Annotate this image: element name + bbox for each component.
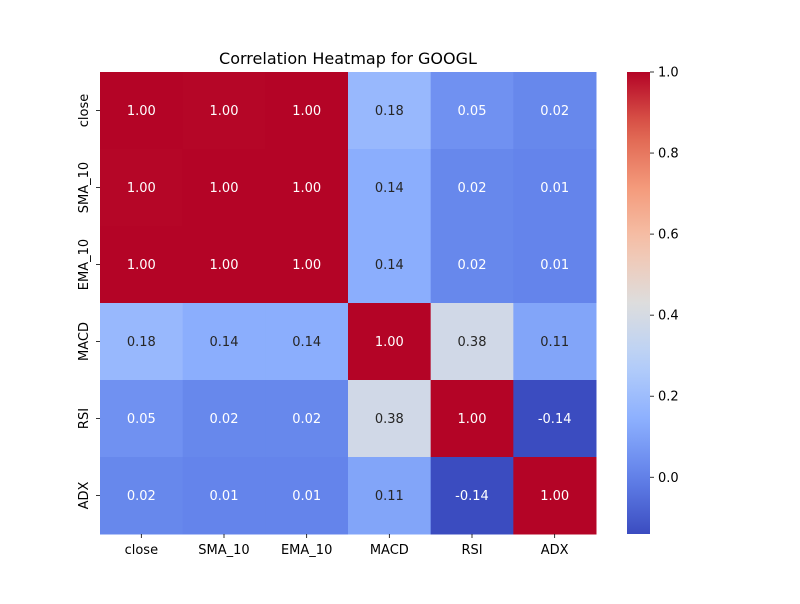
y-tick-label: RSI — [77, 408, 92, 429]
cell-value-label: 1.00 — [458, 412, 487, 427]
heatmap-cell — [182, 380, 266, 458]
cell-value-label: 0.01 — [540, 181, 569, 196]
heatmap-cell — [430, 303, 514, 381]
colorbar-tick-label: 0.2 — [658, 390, 679, 405]
cell-value-label: 1.00 — [210, 181, 239, 196]
heatmap-cell — [348, 226, 432, 304]
y-axis-ticks: close SMA_10 EMA_10 MACD RSI ADX — [77, 94, 100, 510]
heatmap-cell — [100, 72, 184, 150]
cell-value-label: 0.01 — [210, 489, 239, 504]
cell-value-label: 0.01 — [540, 258, 569, 273]
heatmap-cell — [100, 457, 184, 535]
y-tick-label: MACD — [77, 322, 92, 361]
heatmap-cell — [430, 149, 514, 227]
cell-value-label: 1.00 — [210, 104, 239, 119]
colorbar-tick-label: 1.0 — [658, 66, 679, 81]
heatmap-cell — [265, 380, 349, 458]
cell-value-label: 0.02 — [210, 412, 239, 427]
heatmap-cell — [513, 457, 597, 535]
heatmap-cell — [430, 226, 514, 304]
heatmap-cell — [348, 149, 432, 227]
x-tick-label: EMA_10 — [281, 543, 332, 558]
x-tick-label: MACD — [370, 543, 409, 558]
x-tick-label: SMA_10 — [198, 543, 249, 558]
heatmap-cell — [430, 380, 514, 458]
cell-value-label: 1.00 — [375, 335, 404, 350]
colorbar-tick-label: 0.4 — [658, 309, 679, 324]
heatmap-cell — [182, 457, 266, 535]
cell-value-label: 0.18 — [375, 104, 404, 119]
y-tick-label: ADX — [77, 482, 92, 510]
cell-value-label: -0.14 — [455, 489, 489, 504]
cell-value-label: 1.00 — [540, 489, 569, 504]
cell-value-label: 0.18 — [127, 335, 156, 350]
cell-value-label: 1.00 — [127, 104, 156, 119]
heatmap-cell — [100, 303, 184, 381]
cell-value-label: 0.02 — [458, 258, 487, 273]
cell-value-label: 0.02 — [292, 412, 321, 427]
x-tick-label: ADX — [541, 543, 569, 558]
cell-value-label: 0.02 — [540, 104, 569, 119]
heatmap-cell — [513, 149, 597, 227]
heatmap-cell — [430, 457, 514, 535]
heatmap-cell — [348, 457, 432, 535]
cell-value-label: 0.38 — [458, 335, 487, 350]
heatmap-cell — [100, 149, 184, 227]
cell-value-label: 0.01 — [292, 489, 321, 504]
cell-value-label: 0.02 — [458, 181, 487, 196]
heatmap-cell — [348, 303, 432, 381]
heatmap-cell — [182, 149, 266, 227]
heatmap-cell — [348, 72, 432, 150]
cell-value-label: 1.00 — [292, 104, 321, 119]
heatmap-cell — [265, 226, 349, 304]
y-tick-label: close — [77, 94, 92, 127]
heatmap-cell — [182, 226, 266, 304]
heatmap-cells: 1.00 1.00 1.00 0.18 0.05 0.02 1.00 1.00 1.00 0.14… — [100, 72, 597, 535]
colorbar-tick-label: 0.6 — [658, 228, 679, 243]
y-tick-label: SMA_10 — [77, 162, 92, 213]
chart-title: Correlation Heatmap for GOOGL — [219, 49, 477, 68]
heatmap-cell — [513, 72, 597, 150]
cell-value-label: 1.00 — [292, 181, 321, 196]
cell-value-label: 0.05 — [127, 412, 156, 427]
heatmap-cell — [265, 457, 349, 535]
cell-value-label: 0.05 — [458, 104, 487, 119]
cell-value-label: 1.00 — [210, 258, 239, 273]
colorbar: 0.0 0.2 0.4 0.6 0.8 1.0 — [627, 66, 679, 534]
colorbar-gradient — [627, 72, 650, 534]
cell-value-label: -0.14 — [538, 412, 572, 427]
cell-value-label: 0.14 — [210, 335, 239, 350]
heatmap-cell — [265, 303, 349, 381]
heatmap-cell — [265, 72, 349, 150]
cell-value-label: 1.00 — [292, 258, 321, 273]
heatmap-cell — [513, 380, 597, 458]
heatmap-cell — [182, 72, 266, 150]
cell-value-label: 0.11 — [375, 489, 404, 504]
cell-value-label: 0.11 — [540, 335, 569, 350]
y-tick-label: EMA_10 — [77, 239, 92, 290]
x-tick-label: close — [125, 543, 158, 558]
colorbar-tick-label: 0.8 — [658, 147, 679, 162]
colorbar-tick-label: 0.0 — [658, 471, 679, 486]
cell-value-label: 1.00 — [127, 181, 156, 196]
heatmap-cell — [430, 72, 514, 150]
heatmap-cell — [265, 149, 349, 227]
cell-value-label: 0.14 — [375, 258, 404, 273]
cell-value-label: 0.38 — [375, 412, 404, 427]
cell-value-label: 1.00 — [127, 258, 156, 273]
x-tick-label: RSI — [461, 543, 482, 558]
heatmap-cell — [100, 380, 184, 458]
heatmap-cell — [513, 226, 597, 304]
cell-value-label: 0.14 — [292, 335, 321, 350]
heatmap-cell — [348, 380, 432, 458]
heatmap-cell — [513, 303, 597, 381]
x-axis-ticks: close SMA_10 EMA_10 MACD RSI ADX — [125, 534, 569, 558]
heatmap-cell — [182, 303, 266, 381]
heatmap-cell — [100, 226, 184, 304]
cell-value-label: 0.14 — [375, 181, 404, 196]
cell-value-label: 0.02 — [127, 489, 156, 504]
